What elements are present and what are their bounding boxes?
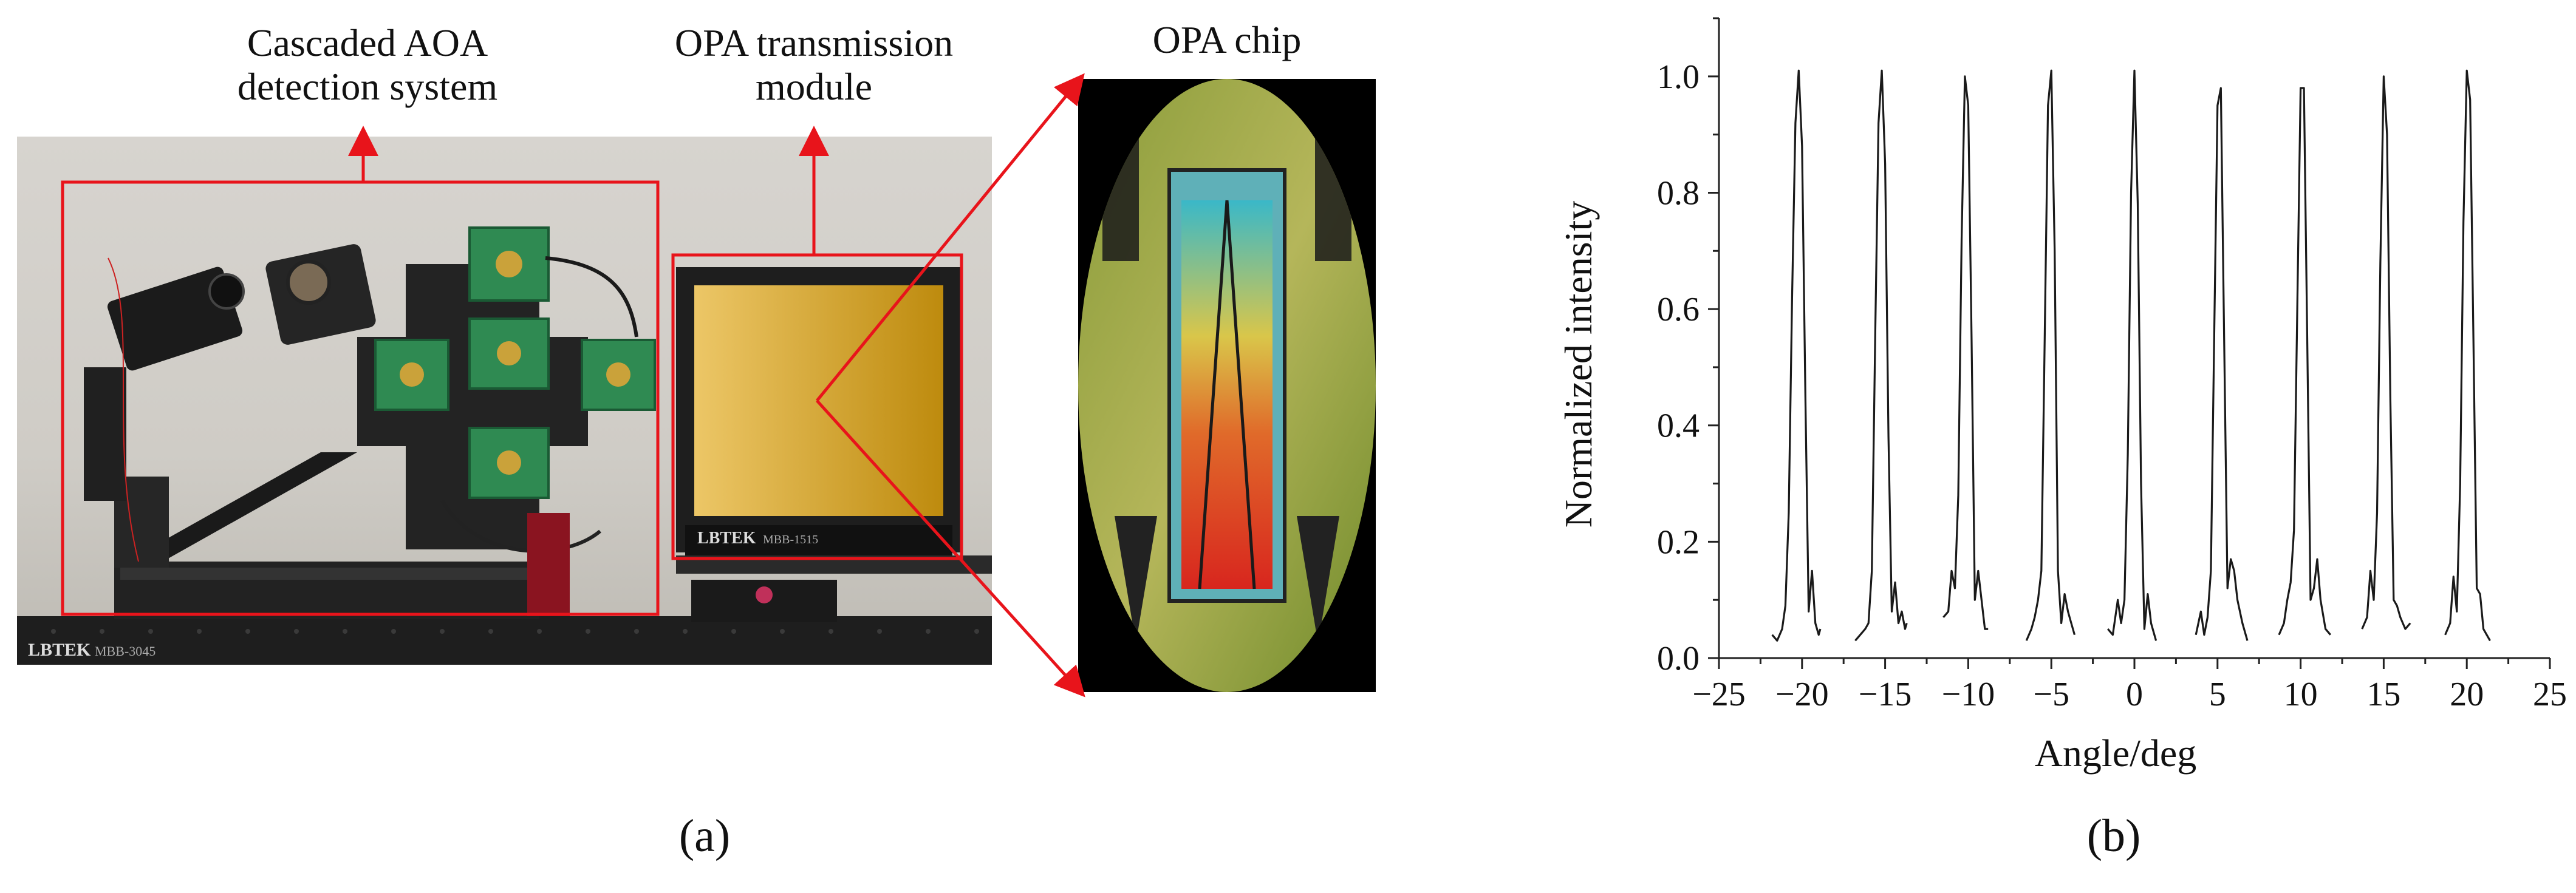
x-tick-label: 25 xyxy=(2533,676,2567,713)
x-tick-label: −5 xyxy=(2033,676,2069,713)
intensity-peak-4 xyxy=(2025,69,2076,641)
opa-chip-label: OPA chip xyxy=(1152,18,1302,61)
x-tick-label: 10 xyxy=(2284,676,2318,713)
intensity-peak-7 xyxy=(2278,87,2332,636)
intensity-peak-6 xyxy=(2195,87,2249,641)
intensity-chart: −25 −20 −15 −10 −5 0 5 10 15 20 25 0.0 0.2 0.4 0.6 0.8 1… xyxy=(1557,17,2567,775)
chart-axes xyxy=(1718,18,2550,659)
opa-module-label: OPA transmission module xyxy=(674,21,954,108)
red-post xyxy=(527,513,570,616)
table-holes xyxy=(51,629,979,634)
x-tick-label: 0 xyxy=(2126,676,2143,713)
caption-a: (a) xyxy=(678,810,731,861)
y-tick-label: 0.6 xyxy=(1657,291,1700,328)
intensity-peak-8 xyxy=(2361,75,2411,630)
camera-mount xyxy=(84,367,126,501)
x-tick-label: 5 xyxy=(2209,676,2226,713)
panel-b: −25 −20 −15 −10 −5 0 5 10 15 20 25 0.0 0.2 0.4 0.6 0.8 1… xyxy=(1415,0,2576,890)
chart-ticks: −25 −20 −15 −10 −5 0 5 10 15 20 25 0.0 0.2 0.4 0.6 0.8 1… xyxy=(1657,17,2567,713)
x-tick-label: −25 xyxy=(1692,676,1746,713)
y-tick-label: 0.4 xyxy=(1657,407,1700,445)
y-axis-label: Normalized intensity xyxy=(1557,201,1600,528)
y-tick-label: 0.2 xyxy=(1657,523,1700,561)
aoa-system-box xyxy=(61,180,660,616)
panel-a: LBTEK MBB-3045 LBTEK MBB-1515 xyxy=(17,18,1376,861)
setup-illustration: LBTEK MBB-3045 LBTEK MBB-1515 xyxy=(17,226,992,665)
y-tick-label: 0.0 xyxy=(1657,640,1700,677)
x-tick-label: 15 xyxy=(2366,676,2400,713)
plate-brand-main: LBTEK xyxy=(28,640,91,660)
opa-chip-photo xyxy=(1078,79,1376,692)
tilt-arm xyxy=(126,452,357,562)
pcb-boards xyxy=(374,226,656,499)
y-tick-label: 0.8 xyxy=(1657,174,1700,212)
intensity-peak-5 xyxy=(2106,69,2157,641)
caption-b: (b) xyxy=(2086,810,2141,861)
y-tick-label: 1.0 xyxy=(1657,58,1700,96)
chip-zoom-arrow-top xyxy=(816,73,1085,402)
x-tick-label: −20 xyxy=(1775,676,1829,713)
optical-table xyxy=(17,616,992,665)
x-tick-label: 20 xyxy=(2450,676,2484,713)
intensity-peak-3 xyxy=(1942,75,1989,630)
intensity-peak-1 xyxy=(1771,69,1822,642)
plate-model-module: MBB-1515 xyxy=(763,533,818,546)
chip-zoom-arrow-bottom xyxy=(816,399,1085,698)
intensity-peak-9 xyxy=(2444,69,2491,642)
x-tick-label: −10 xyxy=(1942,676,1995,713)
x-axis-label: Angle/deg xyxy=(2035,732,2197,775)
intensity-peak-2 xyxy=(1854,69,1908,642)
opa-module-box xyxy=(671,253,963,560)
chart-lines xyxy=(1771,69,2491,642)
plate-brand-module: LBTEK xyxy=(697,529,756,548)
setup-photo: LBTEK MBB-3045 LBTEK MBB-1515 xyxy=(17,137,992,665)
aoa-system-label: Cascaded AOA detection system xyxy=(237,21,498,108)
x-tick-label: −15 xyxy=(1859,676,1912,713)
plate-model-main: MBB-3045 xyxy=(95,643,155,659)
annotation-overlay xyxy=(61,73,1085,698)
